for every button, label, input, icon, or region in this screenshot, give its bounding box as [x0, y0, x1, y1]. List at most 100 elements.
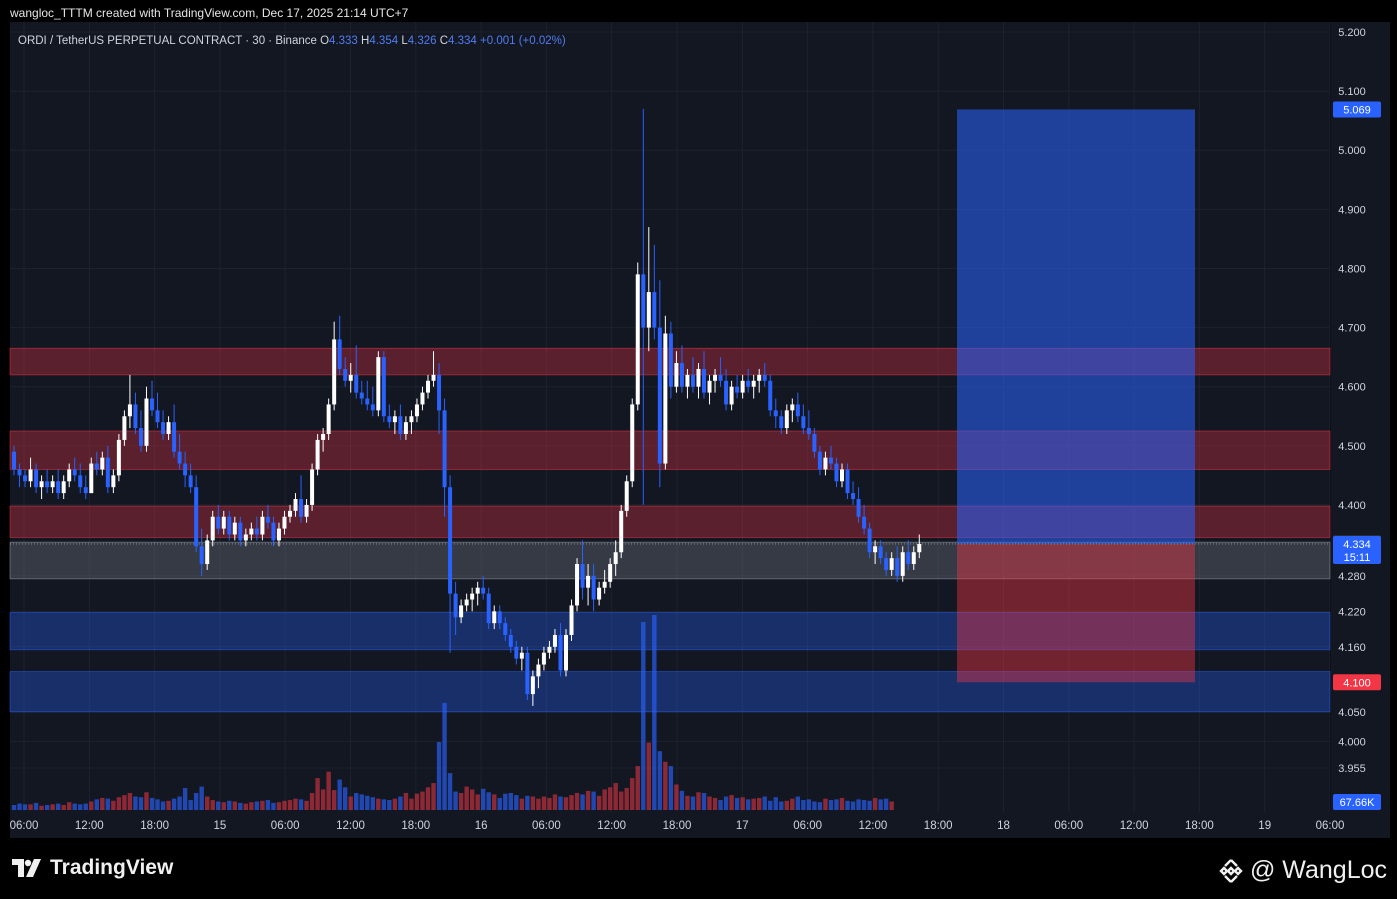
candle-body: [392, 416, 397, 423]
low-value: 4.326: [407, 35, 437, 47]
candle-body: [348, 374, 353, 381]
price-axis-background: [1331, 22, 1390, 812]
price-label-text: 5.069: [1343, 104, 1371, 116]
volume-bar: [519, 798, 525, 810]
x-tick-label: 06:00: [10, 820, 39, 832]
open-value: 4.333: [329, 35, 358, 47]
candle-body: [900, 552, 905, 576]
candle-body: [757, 374, 762, 381]
candle-body: [867, 528, 872, 553]
volume-bar: [271, 802, 276, 810]
candle-body: [486, 593, 491, 624]
candle-body: [503, 623, 508, 635]
volume-bar: [834, 799, 839, 810]
volume-bar: [751, 798, 756, 810]
volume-bar: [773, 797, 778, 810]
candle-body: [61, 481, 66, 494]
volume-bar: [392, 798, 398, 810]
change-value: +0.001 (+0.02%): [480, 35, 566, 47]
candle-body: [221, 516, 226, 529]
volume-bar: [514, 795, 519, 810]
volume-bar: [690, 796, 696, 810]
volume-bar: [309, 792, 315, 810]
high-value: 4.354: [369, 35, 399, 47]
symbol-title[interactable]: ORDI / TetherUS PERPETUAL CONTRACT · 30 …: [18, 35, 317, 47]
volume-bar: [22, 804, 28, 810]
candle-body: [50, 481, 55, 488]
candle-body: [409, 416, 414, 423]
candle-body: [122, 416, 127, 440]
x-tick-label: 18: [997, 820, 1010, 832]
volume-bar: [685, 795, 690, 810]
candle-body: [23, 475, 28, 482]
y-tick-label: 4.900: [1338, 204, 1366, 216]
candle-body: [442, 410, 447, 488]
candle-body: [823, 457, 828, 470]
volume-bar: [436, 741, 442, 810]
volume-bar: [282, 800, 287, 810]
volume-bar: [563, 797, 569, 810]
volume-bar: [293, 798, 298, 810]
candle-body: [657, 327, 662, 464]
volume-bar: [878, 799, 883, 810]
support-zone: [9, 671, 1331, 713]
volume-bar: [729, 795, 734, 810]
candle-body: [437, 374, 442, 411]
volume-bar: [762, 796, 767, 810]
volume-bar: [707, 796, 712, 810]
candle-body: [862, 516, 867, 529]
candle-body: [343, 368, 348, 381]
candle-body: [541, 652, 546, 665]
candle-body: [762, 374, 767, 381]
candle-body: [166, 422, 171, 434]
x-tick-label: 15: [214, 820, 227, 832]
candle-body: [183, 463, 188, 476]
candle-body: [718, 374, 723, 381]
candle-body: [613, 552, 618, 565]
volume-bar: [28, 804, 33, 810]
candle-body: [608, 564, 613, 582]
candle-body: [426, 380, 430, 393]
candle-body: [177, 451, 182, 464]
volume-bar: [861, 800, 867, 810]
volume-bar: [635, 766, 640, 810]
volume-bar: [508, 792, 513, 810]
volume-bar: [265, 800, 271, 810]
volume-bar: [530, 796, 536, 810]
candle-body: [624, 481, 629, 511]
volume-bar: [221, 802, 226, 810]
x-tick-label: 12:00: [336, 820, 365, 832]
volume-bar: [657, 751, 663, 810]
candle-body: [834, 463, 839, 482]
volume-bar: [607, 787, 613, 810]
candle-body: [525, 652, 530, 695]
x-tick-label: 19: [1258, 820, 1271, 832]
y-tick-label: 5.100: [1338, 86, 1366, 98]
candle-body: [828, 457, 833, 464]
y-tick-label: 4.400: [1338, 500, 1366, 512]
volume-bar: [122, 795, 127, 810]
y-tick-label: 4.500: [1338, 441, 1366, 453]
volume-bar: [458, 792, 464, 810]
volume-bar: [734, 797, 740, 810]
volume-bar: [779, 801, 784, 810]
candle-body: [127, 404, 132, 417]
volume-bar: [701, 792, 707, 810]
candle-body: [481, 587, 486, 594]
candle-body: [243, 534, 248, 541]
stop-loss-box: [957, 543, 1195, 683]
volume-bar: [585, 790, 591, 810]
candle-body: [227, 516, 232, 535]
volume-bar: [111, 800, 116, 810]
volume-bar: [453, 791, 458, 810]
candle-body: [707, 380, 712, 393]
volume-bar: [67, 802, 72, 810]
tradingview-logo[interactable]: TradingView: [12, 856, 173, 880]
candle-body: [817, 451, 822, 470]
candle-body: [161, 422, 166, 434]
volume-bar: [55, 803, 61, 810]
volume-bar: [177, 796, 182, 810]
x-tick-label: 17: [736, 820, 749, 832]
volume-bar: [210, 800, 215, 810]
